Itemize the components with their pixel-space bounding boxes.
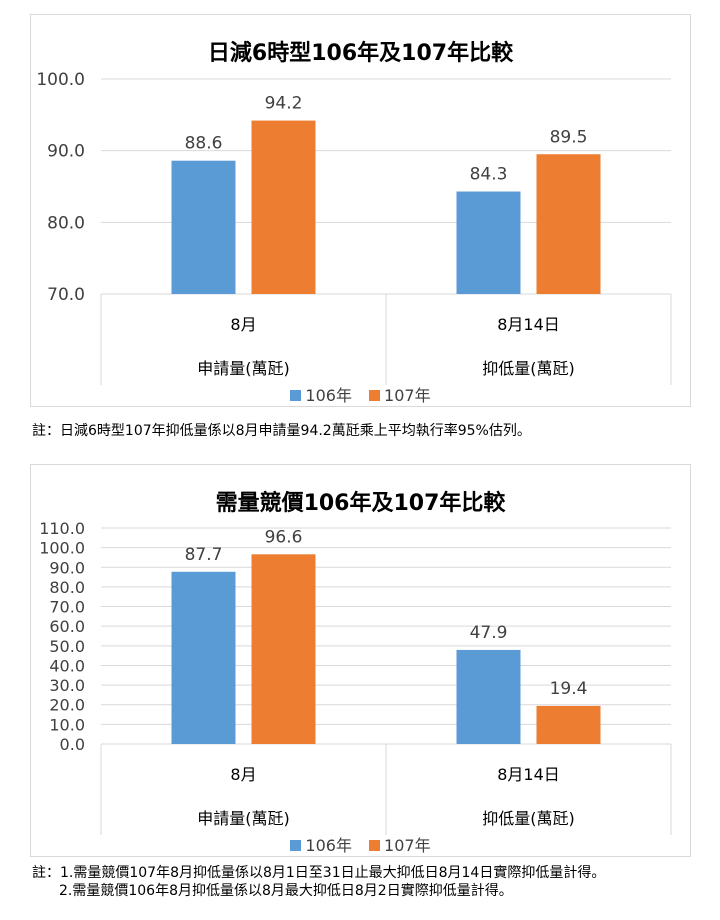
y-tick-label: 50.0	[49, 637, 85, 656]
y-tick-label: 0.0	[60, 735, 85, 754]
legend-item-106: 106年	[290, 832, 352, 856]
x-group-label: 抑低量(萬瓩)	[482, 359, 575, 378]
legend-swatch-107	[369, 840, 381, 851]
legend-label-107: 107年	[384, 386, 431, 405]
y-tick-label: 20.0	[49, 696, 85, 715]
chart-legend: 106年 107年	[31, 832, 690, 856]
bar-107年-8月	[251, 120, 316, 294]
y-tick-label: 70.0	[49, 598, 85, 617]
y-tick-label: 100.0	[36, 70, 85, 90]
bar-chart-daily-reduction: 70.0 80.0 90.0 100.0 88.6 94.2 8月申請量(萬瓩) 84.3 89…	[36, 70, 672, 385]
bar-106年-8月	[171, 571, 236, 744]
x-group-label: 申請量(萬瓩)	[197, 359, 290, 378]
y-tick-label: 90.0	[49, 558, 85, 577]
chart-panel-daily-reduction: 日減6時型106年及107年比較 70.0 80.0 90.0 100.0 88.6 94…	[30, 14, 691, 407]
data-label: 88.6	[185, 134, 223, 154]
y-tick-label: 100.0	[39, 539, 85, 558]
y-tick-label: 80.0	[49, 578, 85, 597]
x-group-label: 抑低量(萬瓩)	[482, 809, 575, 828]
bar-107年-8月14日	[536, 154, 601, 294]
bar-106年-8月14日	[456, 191, 521, 294]
y-tick-label: 30.0	[49, 676, 85, 695]
chart-title: 日減6時型106年及107年比較	[207, 41, 514, 66]
data-label: 47.9	[470, 623, 508, 643]
chart-panel-demand-bidding: 需量競價106年及107年比較 0.0 10.0 20.0 30.0 40.0 50.0 6…	[30, 464, 691, 857]
y-tick-label: 60.0	[49, 617, 85, 636]
x-category-label: 8月	[230, 765, 256, 784]
footnote-2-line-1: 註：1.需量競價107年8月抑低量係以8月1日至31日止最大抑低日8月14日實際…	[32, 865, 606, 881]
footnote-2: 註：1.需量競價107年8月抑低量係以8月1日至31日止最大抑低日8月14日實際…	[32, 864, 605, 900]
y-tick-label: 70.0	[47, 285, 85, 305]
legend-item-106: 106年	[290, 382, 352, 406]
x-category-label: 8月14日	[497, 765, 560, 784]
legend-label-106: 106年	[305, 836, 352, 855]
legend-swatch-106	[290, 840, 302, 851]
data-label: 19.4	[550, 679, 588, 699]
legend-label-106: 106年	[305, 386, 352, 405]
legend-item-107: 107年	[369, 832, 431, 856]
bar-107年-8月	[251, 554, 316, 744]
footnote-1: 註：日減6時型107年抑低量係以8月申請量94.2萬瓩乘上平均執行率95%估列。	[32, 423, 531, 439]
data-label: 84.3	[470, 165, 508, 185]
bar-106年-8月	[171, 160, 236, 294]
y-tick-label: 110.0	[39, 519, 85, 538]
bar-chart-demand-bidding: 0.010.020.030.040.050.060.070.080.090.01…	[39, 519, 672, 835]
y-tick-label: 10.0	[49, 715, 85, 734]
data-label: 87.7	[185, 545, 223, 565]
y-tick-label: 40.0	[49, 656, 85, 675]
x-group-label: 申請量(萬瓩)	[197, 809, 290, 828]
legend-item-107: 107年	[369, 382, 431, 406]
data-label: 89.5	[550, 127, 588, 147]
legend-label-107: 107年	[384, 836, 431, 855]
x-category-label: 8月	[230, 315, 256, 334]
data-label: 94.2	[265, 94, 303, 114]
legend-swatch-106	[290, 390, 302, 401]
bar-106年-8月14日	[456, 649, 521, 744]
bar-107年-8月14日	[536, 705, 601, 744]
chart-title: 需量競價106年及107年比較	[215, 491, 506, 516]
chart-legend: 106年 107年	[31, 382, 690, 406]
legend-swatch-107	[369, 390, 381, 401]
y-tick-label: 90.0	[47, 142, 85, 162]
y-tick-label: 80.0	[47, 213, 85, 233]
data-label: 96.6	[265, 527, 303, 547]
x-category-label: 8月14日	[497, 315, 560, 334]
footnote-2-line-2: 2.需量競價106年8月抑低量係以8月最大抑低日8月2日實際抑低量計得。	[59, 883, 513, 899]
